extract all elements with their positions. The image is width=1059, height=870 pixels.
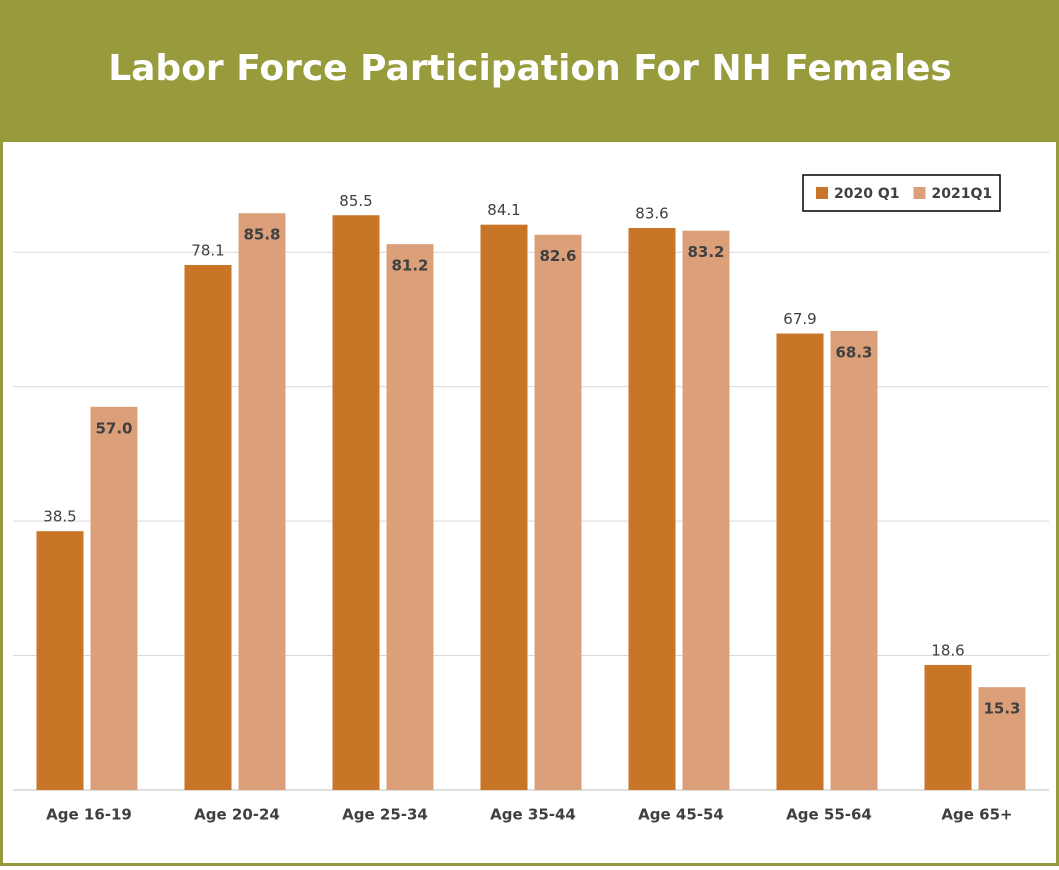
legend-box: [802, 174, 1001, 212]
bar: [534, 234, 582, 790]
x-tick-label: Age 20-24: [194, 806, 280, 824]
legend-swatch: [913, 187, 926, 199]
bar: [924, 664, 972, 790]
bar: [830, 330, 878, 790]
x-tick-label: Age 16-19: [46, 806, 132, 824]
title-bar: [0, 0, 1059, 142]
value-label: 67.9: [783, 310, 816, 328]
bar: [776, 333, 824, 790]
value-label: 15.3: [983, 700, 1020, 718]
legend-label: 2020 Q1: [834, 186, 899, 202]
legend-label: 2021Q1: [931, 186, 992, 202]
value-label: 83.6: [635, 205, 668, 223]
bar: [480, 224, 528, 790]
bar: [332, 215, 380, 790]
chart-title: Labor Force Participation For NH Females: [108, 48, 952, 89]
bar: [238, 213, 286, 790]
value-label: 38.5: [43, 508, 76, 526]
bar: [90, 406, 138, 790]
bar: [628, 228, 676, 790]
legend-swatch: [816, 187, 828, 199]
bar: [682, 230, 730, 790]
value-label: 18.6: [931, 641, 964, 659]
x-tick-label: Age 25-34: [342, 806, 428, 824]
value-label: 82.6: [539, 247, 576, 265]
value-label: 85.5: [339, 192, 372, 210]
x-tick-label: Age 55-64: [786, 806, 872, 824]
value-label: 78.1: [191, 241, 224, 259]
value-label: 85.8: [243, 226, 280, 244]
bar: [184, 264, 232, 790]
x-tick-label: Age 65+: [941, 806, 1012, 824]
value-label: 83.2: [687, 243, 724, 261]
value-label: 68.3: [835, 343, 872, 361]
value-label: 57.0: [95, 419, 132, 437]
x-tick-label: Age 35-44: [490, 806, 576, 824]
bar: [36, 531, 84, 790]
value-label: 81.2: [391, 257, 428, 275]
x-tick-label: Age 45-54: [638, 806, 724, 824]
bar: [978, 687, 1026, 790]
bar: [386, 244, 434, 791]
value-label: 84.1: [487, 201, 520, 219]
